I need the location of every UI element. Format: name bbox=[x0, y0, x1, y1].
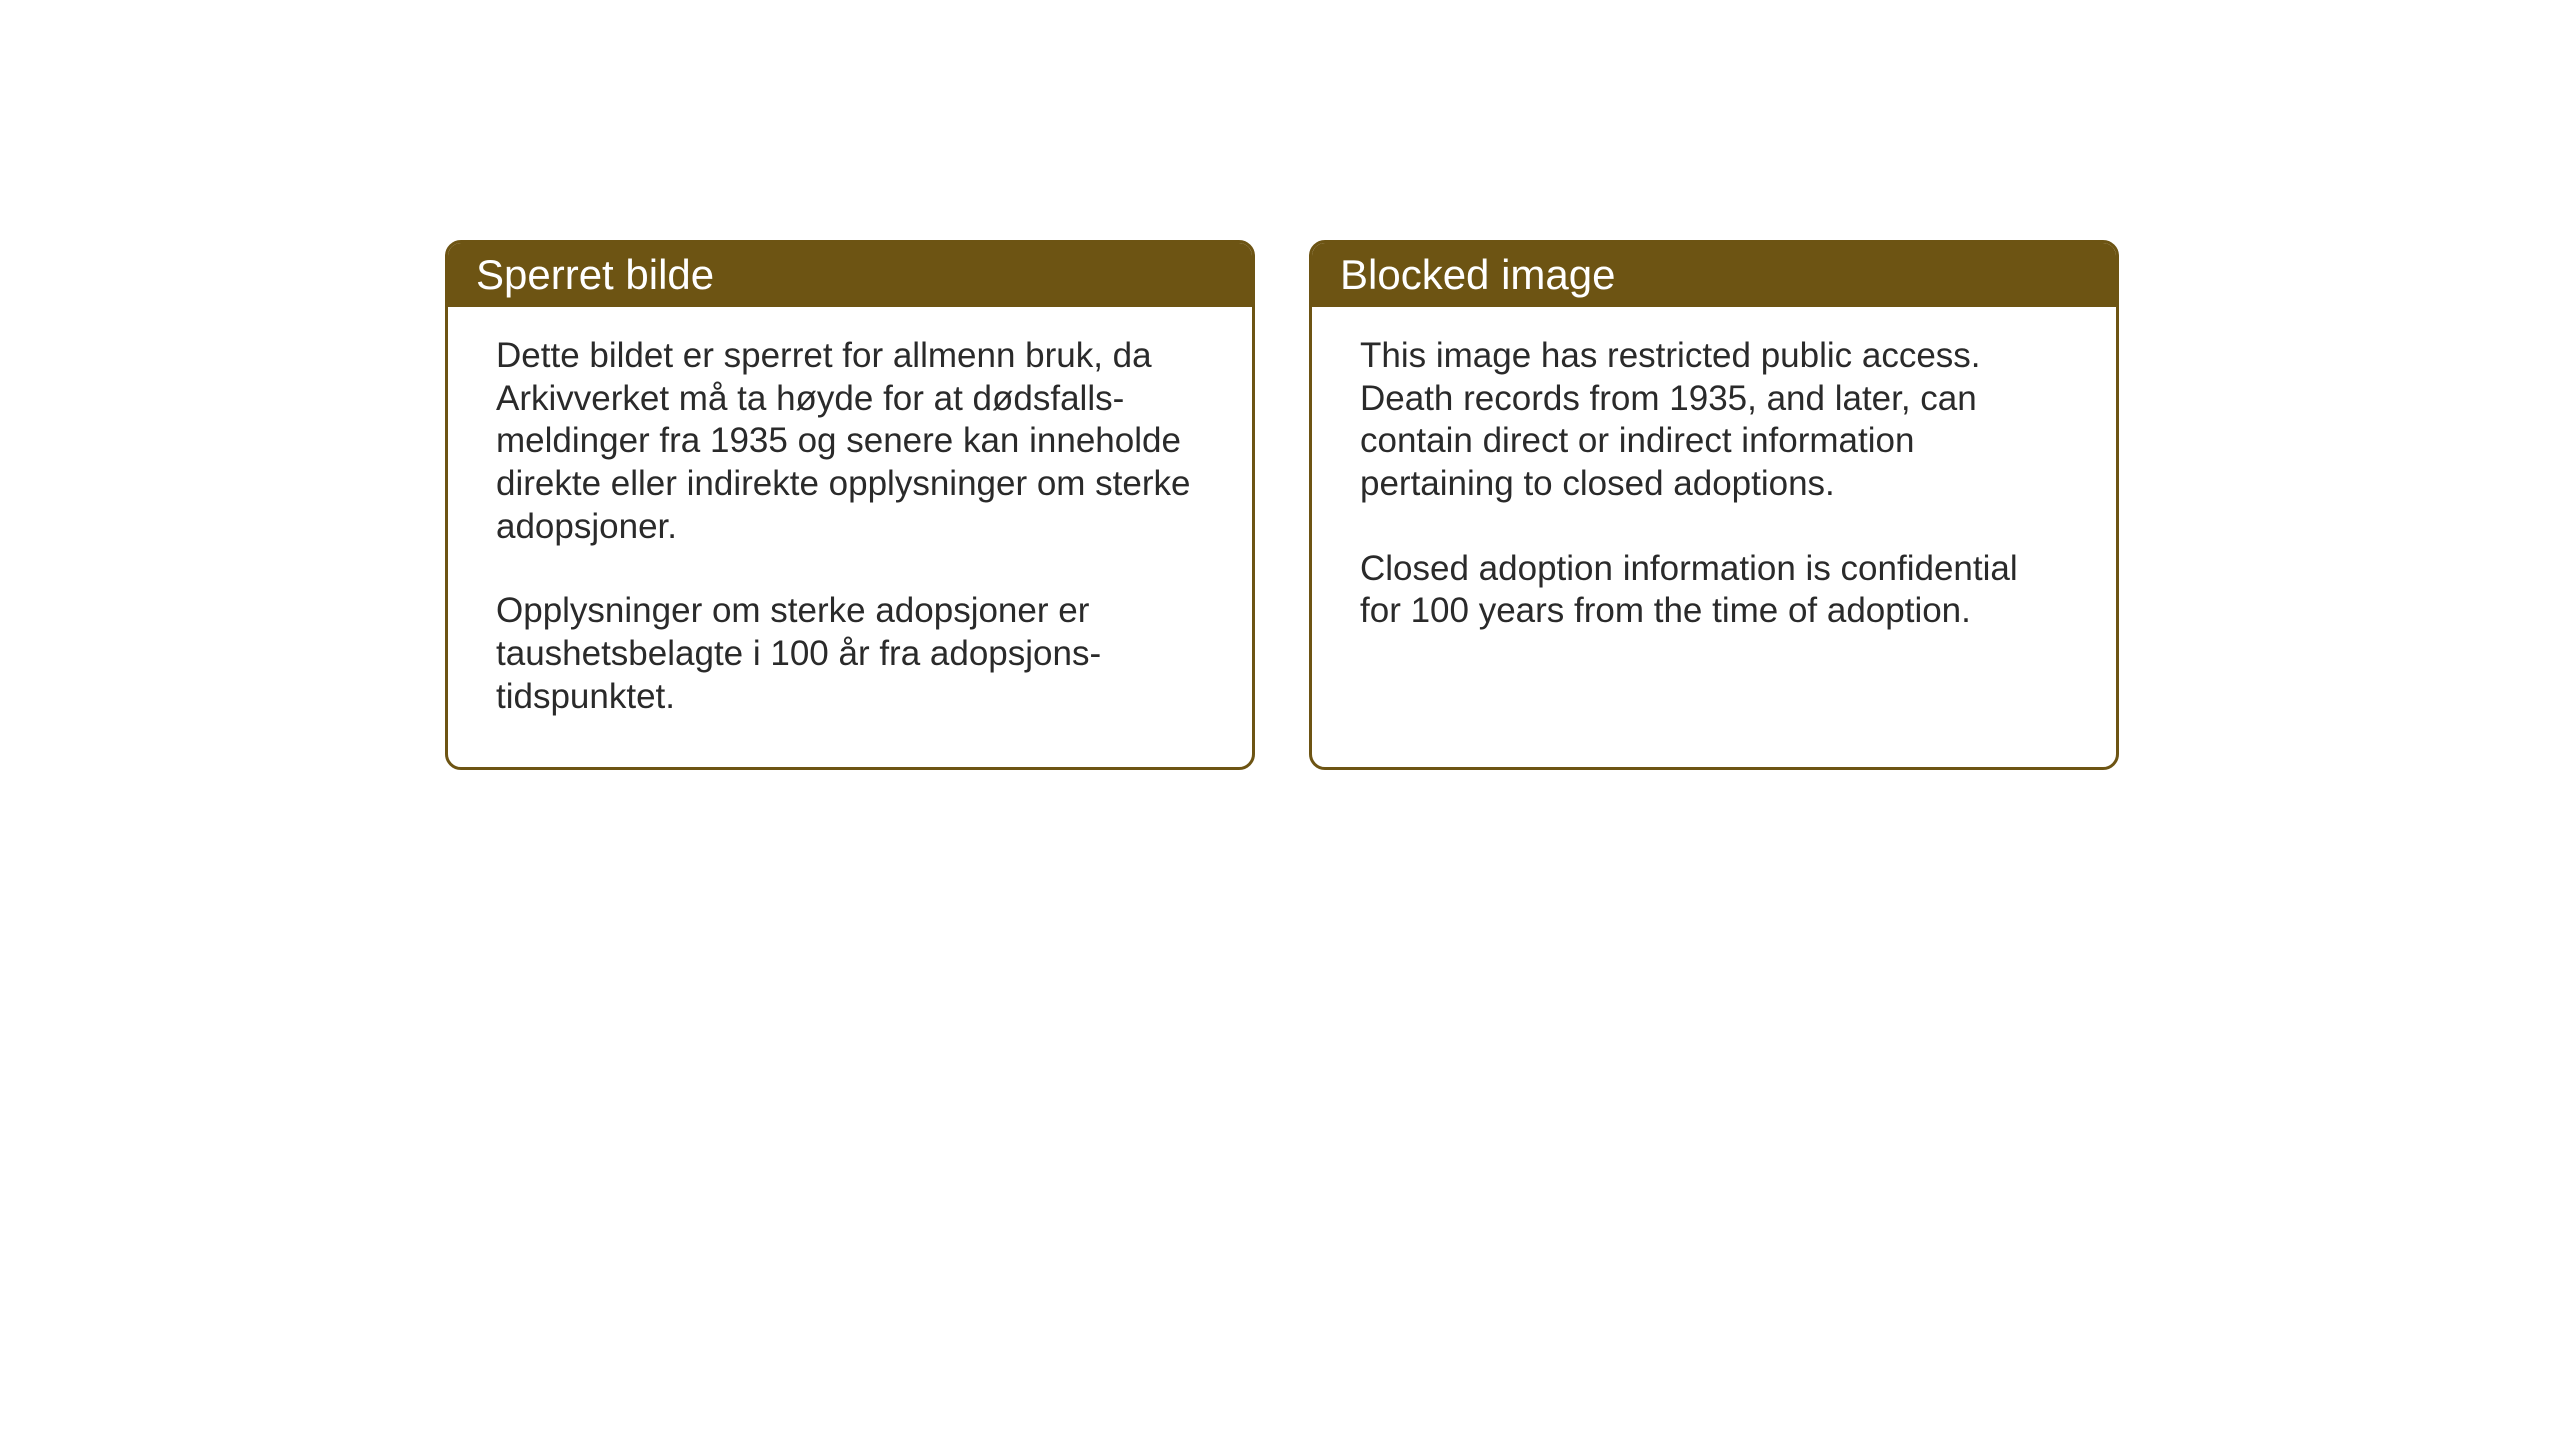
card-header-norwegian: Sperret bilde bbox=[448, 243, 1252, 307]
cards-container: Sperret bilde Dette bildet er sperret fo… bbox=[445, 240, 2119, 770]
blocked-image-card-english: Blocked image This image has restricted … bbox=[1309, 240, 2119, 770]
card-paragraph1-english: This image has restricted public access.… bbox=[1360, 335, 2068, 506]
card-body-english: This image has restricted public access.… bbox=[1312, 307, 2116, 751]
blocked-image-card-norwegian: Sperret bilde Dette bildet er sperret fo… bbox=[445, 240, 1255, 770]
card-paragraph2-norwegian: Opplysninger om sterke adopsjoner er tau… bbox=[496, 590, 1204, 718]
card-paragraph2-english: Closed adoption information is confident… bbox=[1360, 548, 2068, 633]
card-paragraph1-norwegian: Dette bildet er sperret for allmenn bruk… bbox=[496, 335, 1204, 548]
card-header-english: Blocked image bbox=[1312, 243, 2116, 307]
card-body-norwegian: Dette bildet er sperret for allmenn bruk… bbox=[448, 307, 1252, 767]
card-title-norwegian: Sperret bilde bbox=[476, 251, 714, 298]
card-title-english: Blocked image bbox=[1340, 251, 1615, 298]
